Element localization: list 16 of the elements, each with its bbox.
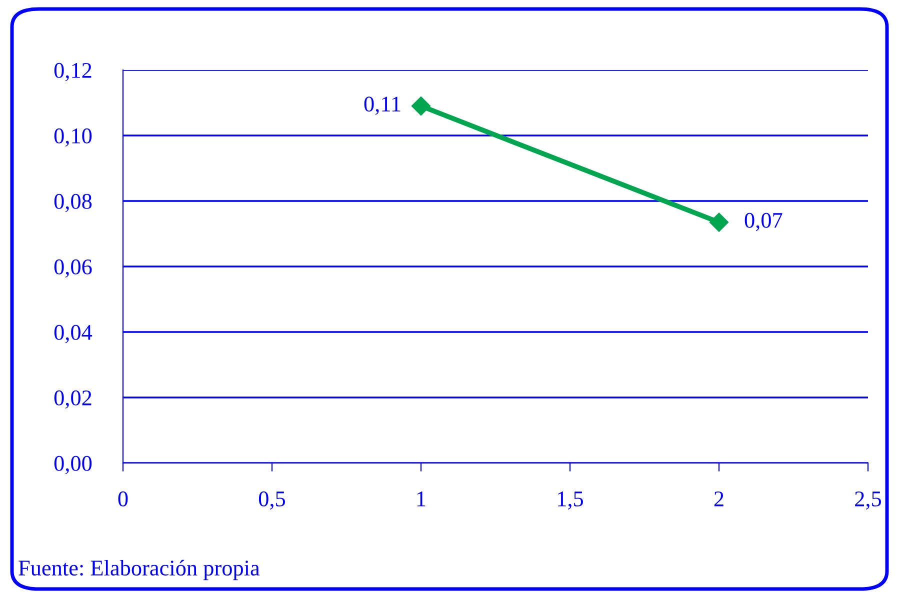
- source-note: Fuente: Elaboración propia: [18, 560, 260, 580]
- x-tick-label: 2: [714, 491, 724, 506]
- y-tick-label: 0,02: [54, 390, 92, 409]
- x-tick-label: 2,5: [855, 491, 882, 510]
- x-tick-label: 0,5: [258, 491, 286, 510]
- y-tick-label: 0,10: [54, 128, 92, 147]
- y-tick-label: 0,08: [54, 194, 92, 212]
- y-tick-label: 0,06: [54, 259, 92, 278]
- data-label: 0,11: [364, 96, 400, 115]
- y-tick-label: 0,12: [54, 62, 92, 82]
- y-tick-label: 0,00: [54, 456, 92, 474]
- x-tick-label: 1: [417, 492, 426, 506]
- y-tick-label: 0,04: [54, 324, 92, 344]
- x-tick-label: 0: [118, 491, 128, 506]
- data-label: 0,07: [744, 212, 782, 232]
- x-tick-label: 1,5: [558, 492, 584, 510]
